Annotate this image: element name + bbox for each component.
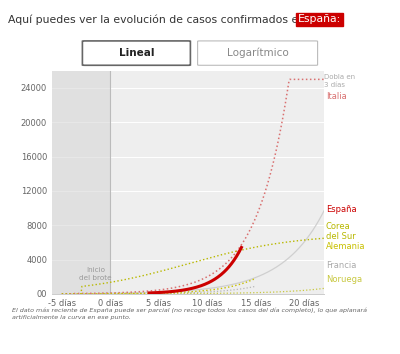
Text: Aquí puedes ver la evolución de casos confirmados en: Aquí puedes ver la evolución de casos co… (8, 14, 309, 25)
Text: España:: España: (298, 15, 341, 24)
Text: Italia: Italia (326, 92, 347, 101)
Text: Francia: Francia (326, 261, 356, 270)
Text: Corea
del Sur: Corea del Sur (326, 222, 356, 241)
Text: Dobla en
3 días: Dobla en 3 días (324, 74, 355, 88)
Text: Noruega: Noruega (326, 275, 362, 284)
FancyBboxPatch shape (82, 41, 190, 65)
Text: Inicio
del brote: Inicio del brote (80, 268, 112, 281)
Text: Alemania: Alemania (326, 242, 366, 251)
Text: Lineal: Lineal (119, 48, 154, 58)
FancyBboxPatch shape (198, 41, 318, 65)
Text: España: España (326, 205, 357, 214)
Text: Logarítmico: Logarítmico (227, 48, 288, 58)
Text: El dato más reciente de España puede ser parcial (no recoge todos los casos del : El dato más reciente de España puede ser… (12, 308, 367, 320)
Bar (52, 71, 110, 294)
